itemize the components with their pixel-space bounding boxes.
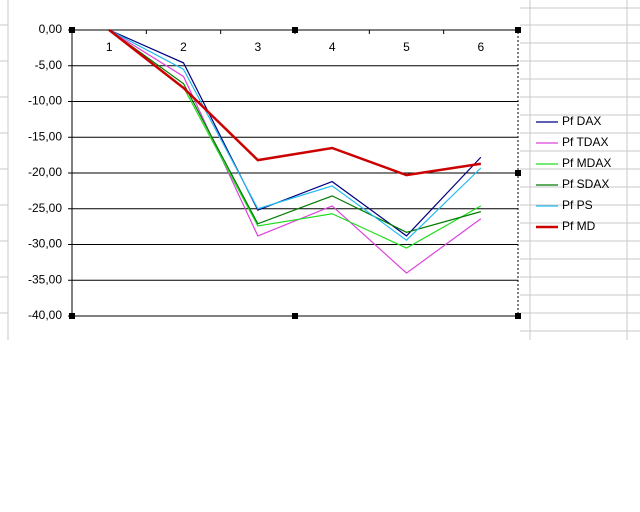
x-tick-label: 5 (403, 40, 410, 54)
y-tick-label: -15,00 (28, 129, 62, 143)
y-tick-label: -30,00 (28, 237, 62, 251)
y-tick-label: -40,00 (28, 308, 62, 322)
plot: 0,00 -5,00 -10,00 -15,00 -20,00 -25,00 -30,00 -… (28, 22, 518, 322)
series-line (108, 29, 482, 241)
legend-label: Pf TDAX (562, 135, 608, 149)
y-tick-label: -20,00 (28, 165, 62, 179)
y-tick-label: -25,00 (28, 201, 62, 215)
x-tick-label: 6 (477, 40, 484, 54)
x-tick-label: 3 (254, 40, 261, 54)
series-line (108, 29, 482, 237)
series-line (108, 29, 482, 274)
series-line (108, 29, 482, 177)
legend-label: Pf PS (562, 198, 593, 212)
legend-label: Pf SDAX (562, 177, 609, 191)
selection-handles (69, 27, 521, 319)
y-tick-label: -10,00 (28, 94, 62, 108)
legend-label: Pf MDAX (562, 156, 611, 170)
x-tick-label: 4 (329, 40, 336, 54)
y-tick-label: -5,00 (35, 58, 63, 72)
x-tick-label: 1 (106, 40, 113, 54)
sheet-grid (0, 0, 640, 340)
legend-label: Pf DAX (562, 114, 601, 128)
legend-label: Pf MD (562, 219, 596, 233)
y-tick-label: -35,00 (28, 272, 62, 286)
x-tick-label: 2 (180, 40, 187, 54)
y-tick-label: 0,00 (39, 22, 63, 36)
